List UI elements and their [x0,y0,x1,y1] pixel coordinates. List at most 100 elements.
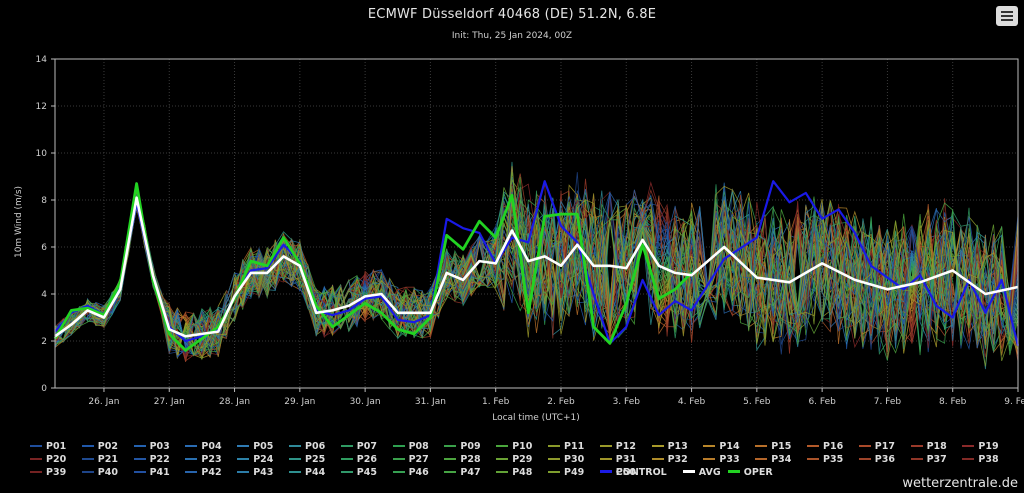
legend-item-p24[interactable]: P24 [237,454,273,466]
legend-swatch [237,470,250,473]
x-tick-label: 28. Jan [219,397,250,407]
legend-item-p03[interactable]: P03 [133,441,170,453]
legend-item-p48[interactable]: P48 [496,467,532,479]
legend-item-p27[interactable]: P27 [392,454,429,466]
legend-item-p46[interactable]: P46 [392,467,429,479]
x-axis-label: Local time (UTC+1) [492,413,580,423]
legend-label: P50 [615,467,636,478]
legend-swatch [703,457,716,460]
legend-item-p16[interactable]: P16 [807,441,843,453]
plot-frame [54,58,1019,389]
legend-swatch [392,444,405,447]
member-line-p40 [54,172,1019,356]
legend-swatch [858,457,871,460]
legend-item-p34[interactable]: P34 [755,454,791,466]
legend-item-oper[interactable]: OPER [727,467,773,479]
legend-label: P33 [719,454,740,465]
legend-item-p14[interactable]: P14 [703,441,740,453]
legend-label: P11 [564,441,585,452]
legend-swatch [599,444,612,447]
legend-item-p07[interactable]: P07 [340,441,377,453]
axes: 0 2 4 6 8 10 12 14 26. Jan 27. Jan 28. Jan 29. Jan 3… [36,55,1024,407]
x-tick-label: 5. Feb [743,397,771,407]
legend-item-p47[interactable]: P47 [444,467,481,479]
legend-label: P46 [408,467,429,478]
legend-label: P27 [408,454,429,465]
legend-item-p28[interactable]: P28 [444,454,481,466]
legend-item-p38[interactable]: P38 [962,454,999,466]
chart-title: ECMWF Düsseldorf 40468 (DE) 51.2N, 6.8E [367,7,657,22]
legend-item-p41[interactable]: P41 [133,467,170,479]
legend-item-p23[interactable]: P23 [185,454,222,466]
hamburger-menu-icon[interactable] [996,6,1018,26]
legend-item-p42[interactable]: P42 [185,467,222,479]
legend-item-p37[interactable]: P37 [910,454,947,466]
legend-swatch [392,470,405,473]
legend-swatch [910,444,923,447]
legend-item-p17[interactable]: P17 [858,441,895,453]
legend-item-p18[interactable]: P18 [910,441,947,453]
legend-item-p39[interactable]: P39 [30,467,66,479]
legend-item-p04[interactable]: P04 [185,441,222,453]
avg-series-line [54,196,1019,338]
legend-swatch [496,444,509,447]
legend-label: P39 [46,467,67,478]
legend-item-p22[interactable]: P22 [133,454,170,466]
legend-item-p36[interactable]: P36 [858,454,895,466]
legend-item-p43[interactable]: P43 [237,467,273,479]
legend-swatch [340,457,353,460]
legend-item-p26[interactable]: P26 [340,454,377,466]
legend-item-p06[interactable]: P06 [289,441,325,453]
legend-item-p25[interactable]: P25 [289,454,325,466]
legend-item-p13[interactable]: P13 [651,441,688,453]
x-tick-label: 31. Jan [415,397,446,407]
legend-label: P44 [305,467,326,478]
legend-swatch [599,470,612,473]
legend-swatch [30,444,42,447]
legend-item-p08[interactable]: P08 [392,441,429,453]
legend-swatch [858,444,871,447]
legend-item-p49[interactable]: P49 [548,467,584,479]
legend-label: P29 [512,454,533,465]
legend-item-p33[interactable]: P33 [703,454,740,466]
legend-item-avg[interactable]: AVG [682,467,721,479]
legend-item-control[interactable]: CONTROL [599,467,667,479]
grid-lines [55,58,1019,389]
legend-item-p30[interactable]: P30 [548,454,584,466]
legend-label: P01 [46,441,67,452]
legend-item-p20[interactable]: P20 [30,454,66,466]
legend-swatch [133,470,146,473]
legend-item-p05[interactable]: P05 [237,441,273,453]
legend-item-p19[interactable]: P19 [962,441,999,453]
legend-item-p35[interactable]: P35 [807,454,843,466]
legend-item-p10[interactable]: P10 [496,441,532,453]
legend-label: P43 [253,467,274,478]
legend-item-p45[interactable]: P45 [340,467,377,479]
legend-item-p11[interactable]: P11 [548,441,584,453]
legend-item-p44[interactable]: P44 [289,467,325,479]
x-tick-label: 1. Feb [482,397,510,407]
legend-label: P32 [667,454,688,465]
y-tick-label: 2 [41,337,47,347]
legend-item-p01[interactable]: P01 [30,441,66,453]
legend-label: P31 [615,454,636,465]
legend-item-p32[interactable]: P32 [651,454,688,466]
legend-label: P03 [149,441,170,452]
legend-item-p40[interactable]: P40 [81,467,118,479]
legend-label: P25 [305,454,326,465]
legend-swatch [30,470,42,473]
legend-item-p09[interactable]: P09 [444,441,481,453]
legend-item-p29[interactable]: P29 [496,454,532,466]
legend-label: P19 [978,441,999,452]
member-line-p44 [54,191,1019,352]
legend-item-p21[interactable]: P21 [81,454,118,466]
legend-swatch [807,457,819,460]
legend-item-p12[interactable]: P12 [599,441,636,453]
legend-item-p15[interactable]: P15 [755,441,791,453]
y-tick-label: 0 [41,384,47,394]
legend-item-p02[interactable]: P02 [81,441,118,453]
chart-subtitle: Init: Thu, 25 Jan 2024, 00Z [451,31,573,41]
legend-swatch [962,457,975,460]
legend-swatch [910,457,923,460]
legend-item-p31[interactable]: P31 [599,454,636,466]
